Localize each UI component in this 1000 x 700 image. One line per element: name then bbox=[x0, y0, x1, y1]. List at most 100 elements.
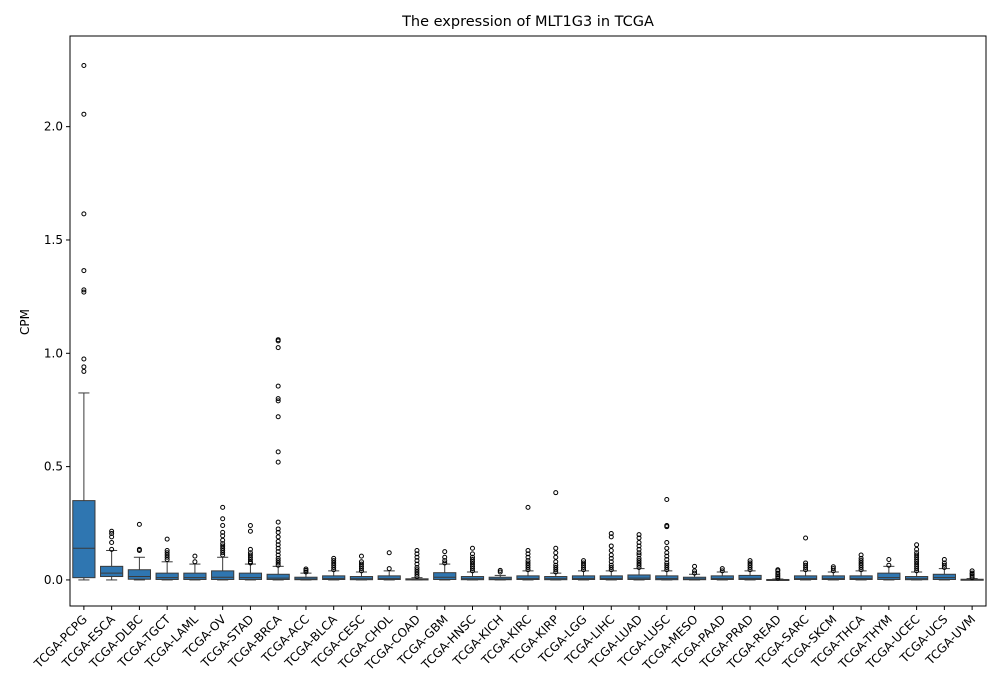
outlier-point bbox=[803, 564, 809, 570]
box-tcga-uvm bbox=[960, 568, 984, 581]
outlier-point bbox=[81, 62, 87, 68]
iqr-box bbox=[460, 576, 485, 581]
outlier-point bbox=[442, 558, 448, 564]
outlier-point bbox=[275, 383, 281, 389]
iqr-box bbox=[627, 574, 651, 580]
outlier-point bbox=[136, 521, 142, 527]
iqr-box bbox=[655, 575, 679, 581]
outlier-point bbox=[858, 560, 864, 566]
outlier-point bbox=[247, 528, 253, 534]
outlier-point bbox=[81, 356, 87, 362]
outlier-point bbox=[109, 546, 115, 552]
outlier-point bbox=[358, 566, 364, 572]
iqr-box bbox=[738, 574, 762, 580]
outlier-point bbox=[664, 550, 670, 556]
outlier-point bbox=[442, 554, 448, 560]
outlier-point bbox=[386, 550, 392, 556]
outlier-point bbox=[608, 543, 614, 549]
outlier-point bbox=[275, 396, 281, 402]
outlier-point bbox=[636, 540, 642, 546]
outlier-point bbox=[747, 567, 753, 573]
outlier-point bbox=[553, 562, 559, 568]
box-tcga-ucec bbox=[905, 542, 929, 581]
outlier-point bbox=[275, 542, 281, 548]
iqr-box bbox=[544, 576, 568, 581]
outlier-point bbox=[914, 552, 920, 558]
outlier-point bbox=[636, 532, 642, 538]
outlier-point bbox=[608, 564, 614, 570]
outlier-point bbox=[664, 523, 670, 529]
box-tcga-coad bbox=[405, 547, 429, 581]
outlier-point bbox=[914, 563, 920, 569]
outlier-point bbox=[664, 545, 670, 551]
outlier-point bbox=[164, 552, 170, 558]
outlier-point bbox=[220, 529, 226, 535]
box-tcga-thym bbox=[877, 557, 901, 581]
outlier-point bbox=[220, 541, 226, 547]
box-tcga-lihc bbox=[599, 530, 623, 581]
iqr-box bbox=[100, 565, 124, 578]
outlier-point bbox=[608, 559, 614, 565]
outlier-point bbox=[664, 562, 670, 568]
outlier-point bbox=[581, 560, 587, 566]
outlier-point bbox=[553, 569, 559, 575]
iqr-box bbox=[710, 575, 734, 580]
box-tcga-tgct bbox=[155, 536, 179, 581]
y-tick-label: 2.0 bbox=[44, 120, 63, 134]
outlier-point bbox=[220, 545, 226, 551]
outlier-point bbox=[109, 530, 115, 536]
box-tcga-lusc bbox=[655, 496, 679, 581]
iqr-box bbox=[238, 572, 263, 580]
outlier-point bbox=[331, 562, 337, 568]
box-tcga-kich bbox=[488, 567, 512, 581]
outlier-point bbox=[858, 555, 864, 561]
iqr-box bbox=[932, 573, 956, 580]
outlier-point bbox=[525, 558, 531, 564]
outlier-point bbox=[275, 534, 281, 540]
outlier-point bbox=[275, 345, 281, 351]
outlier-point bbox=[747, 560, 753, 566]
box-tcga-dlbc bbox=[127, 521, 151, 581]
outlier-point bbox=[220, 552, 226, 558]
box-tcga-pcpg bbox=[72, 62, 96, 581]
outlier-point bbox=[81, 287, 87, 293]
plot-frame bbox=[69, 35, 987, 607]
outlier-point bbox=[692, 563, 698, 569]
outlier-point bbox=[608, 547, 614, 553]
outlier-point bbox=[914, 554, 920, 560]
outlier-point bbox=[830, 566, 836, 572]
outlier-point bbox=[608, 552, 614, 558]
outlier-point bbox=[275, 558, 281, 564]
box-tcga-sarc bbox=[793, 535, 818, 581]
outlier-point bbox=[664, 567, 670, 573]
box-tcga-prad bbox=[738, 558, 762, 581]
outlier-point bbox=[81, 111, 87, 117]
iqr-box bbox=[488, 576, 512, 581]
outlier-point bbox=[164, 557, 170, 563]
outlier-point bbox=[469, 561, 475, 567]
outlier-point bbox=[275, 545, 281, 551]
outlier-point bbox=[81, 289, 87, 295]
outlier-point bbox=[247, 552, 253, 558]
outlier-point bbox=[525, 564, 531, 570]
outlier-point bbox=[803, 535, 809, 541]
chart-title: The expression of MLT1G3 in TCGA bbox=[401, 14, 654, 30]
y-tick-label: 1.0 bbox=[44, 346, 63, 360]
outlier-point bbox=[247, 523, 253, 529]
outlier-point bbox=[220, 504, 226, 510]
outlier-point bbox=[247, 557, 253, 563]
outlier-point bbox=[692, 568, 698, 574]
outlier-point bbox=[469, 563, 475, 569]
outlier-point bbox=[858, 558, 864, 564]
outlier-point bbox=[414, 558, 420, 564]
outlier-point bbox=[858, 567, 864, 573]
box-tcga-paad bbox=[710, 566, 734, 581]
outlier-point bbox=[886, 557, 892, 563]
outlier-point bbox=[414, 551, 420, 557]
outlier-point bbox=[275, 398, 281, 404]
outlier-point bbox=[81, 368, 87, 374]
outlier-point bbox=[358, 568, 364, 574]
outlier-point bbox=[358, 563, 364, 569]
iqr-box bbox=[266, 573, 290, 580]
outlier-point bbox=[469, 568, 475, 574]
